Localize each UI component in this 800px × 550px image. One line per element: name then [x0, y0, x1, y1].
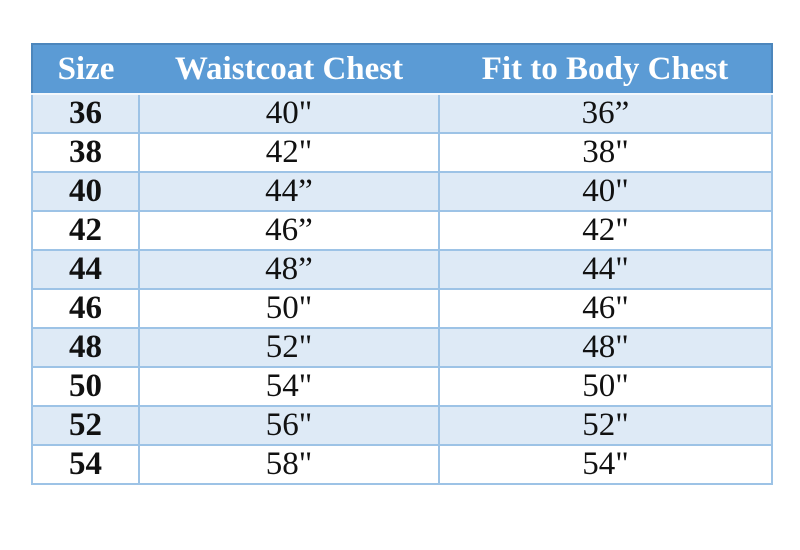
- table-row: 40 44” 40": [31, 172, 773, 212]
- fit-to-body-chest-cell: 52": [438, 406, 773, 446]
- size-cell: 48: [31, 328, 140, 368]
- column-header-size: Size: [31, 43, 139, 95]
- waistcoat-chest-cell: 58": [138, 445, 440, 485]
- waistcoat-chest-cell: 42": [138, 133, 440, 173]
- column-header-fit-to-body-chest: Fit to Body Chest: [439, 43, 773, 95]
- table-body: 36 40" 36” 38 42" 38" 40 44” 40" 42 46” …: [31, 94, 773, 485]
- fit-to-body-chest-cell: 38": [438, 133, 773, 173]
- size-cell: 36: [31, 94, 140, 134]
- size-cell: 52: [31, 406, 140, 446]
- fit-to-body-chest-cell: 48": [438, 328, 773, 368]
- column-header-waistcoat-chest: Waistcoat Chest: [139, 43, 439, 95]
- waistcoat-chest-cell: 44”: [138, 172, 440, 212]
- table-row: 48 52" 48": [31, 328, 773, 368]
- table-row: 36 40" 36”: [31, 94, 773, 134]
- fit-to-body-chest-cell: 50": [438, 367, 773, 407]
- table-row: 44 48” 44": [31, 250, 773, 290]
- size-cell: 54: [31, 445, 140, 485]
- table-row: 52 56" 52": [31, 406, 773, 446]
- waistcoat-chest-cell: 52": [138, 328, 440, 368]
- fit-to-body-chest-cell: 42": [438, 211, 773, 251]
- size-cell: 44: [31, 250, 140, 290]
- fit-to-body-chest-cell: 46": [438, 289, 773, 329]
- waistcoat-chest-cell: 40": [138, 94, 440, 134]
- waistcoat-chest-cell: 48”: [138, 250, 440, 290]
- table-row: 46 50" 46": [31, 289, 773, 329]
- table-row: 42 46” 42": [31, 211, 773, 251]
- size-cell: 46: [31, 289, 140, 329]
- fit-to-body-chest-cell: 54": [438, 445, 773, 485]
- size-cell: 38: [31, 133, 140, 173]
- waistcoat-chest-cell: 50": [138, 289, 440, 329]
- size-chart-table: Size Waistcoat Chest Fit to Body Chest 3…: [31, 43, 773, 485]
- fit-to-body-chest-cell: 36”: [438, 94, 773, 134]
- header-row: Size Waistcoat Chest Fit to Body Chest: [31, 43, 773, 95]
- fit-to-body-chest-cell: 40": [438, 172, 773, 212]
- fit-to-body-chest-cell: 44": [438, 250, 773, 290]
- size-cell: 50: [31, 367, 140, 407]
- waistcoat-chest-cell: 56": [138, 406, 440, 446]
- waistcoat-chest-cell: 54": [138, 367, 440, 407]
- waistcoat-chest-cell: 46”: [138, 211, 440, 251]
- table-row: 50 54" 50": [31, 367, 773, 407]
- table-row: 38 42" 38": [31, 133, 773, 173]
- size-cell: 40: [31, 172, 140, 212]
- table-row: 54 58" 54": [31, 445, 773, 485]
- size-cell: 42: [31, 211, 140, 251]
